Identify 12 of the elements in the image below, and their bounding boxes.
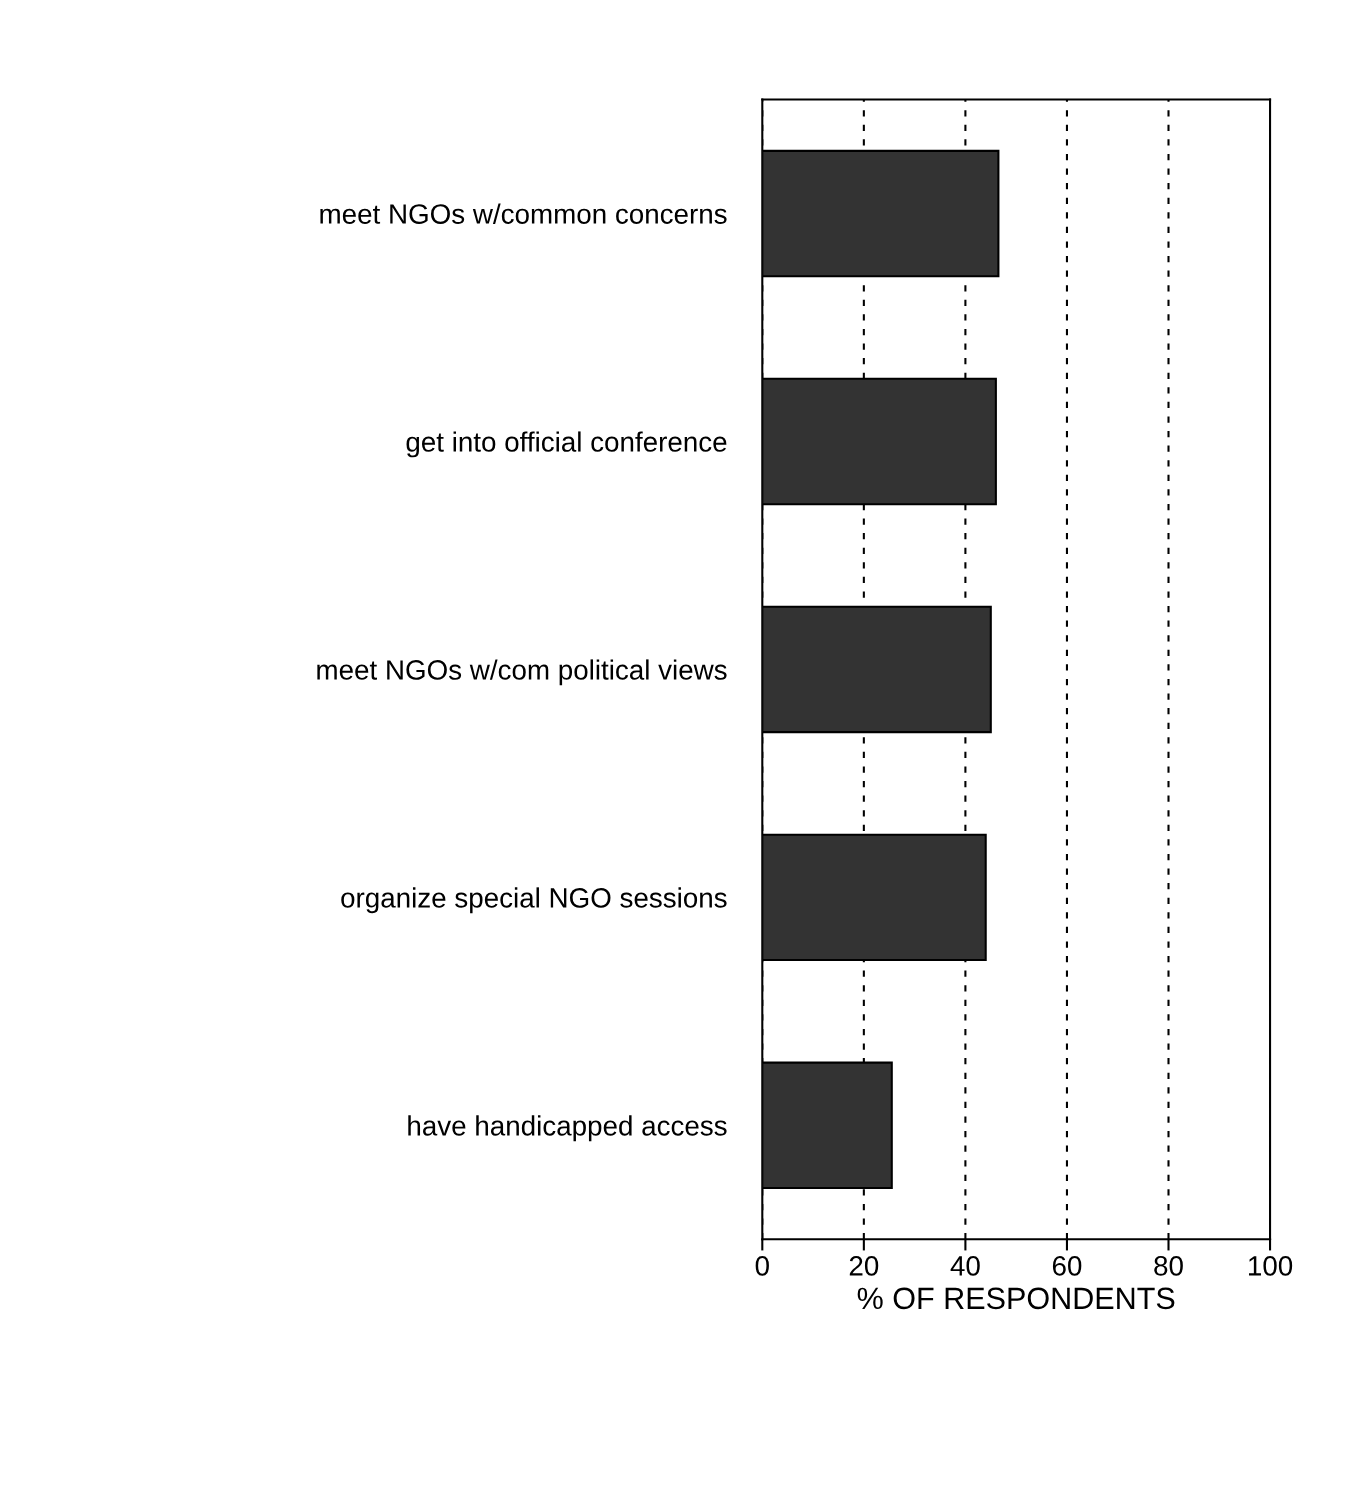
y-tick-label: organize special NGO sessions (341, 887, 727, 914)
x-tick-label: 80 (1154, 1256, 1183, 1276)
x-tick-label: 40 (950, 1256, 980, 1276)
y-tick-label: meet NGOs w/com political views (317, 659, 727, 686)
y-tick-label: have handicapped access (408, 1115, 727, 1142)
y-tick-label: meet NGOs w/common concerns (320, 203, 727, 224)
x-tick-label: 100 (1249, 1256, 1293, 1276)
x-tick-label: 20 (849, 1256, 879, 1276)
x-axis-title: % OF RESPONDENTS (857, 1287, 1175, 1310)
x-tick-label: 60 (1052, 1256, 1082, 1276)
x-tick-label: 0 (755, 1256, 769, 1276)
y-tick-label: get into official conference (406, 431, 727, 458)
